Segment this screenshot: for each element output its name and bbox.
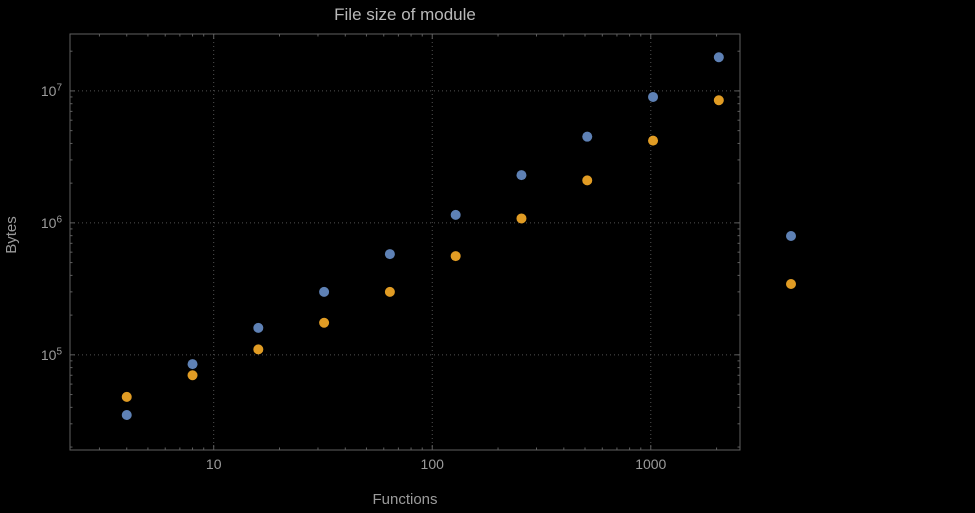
- data-point-series-2: [450, 251, 461, 262]
- data-point-series-2: [648, 135, 659, 146]
- data-point-series-2: [121, 391, 132, 402]
- y-tick-label: 105: [40, 346, 62, 363]
- data-point-series-1: [648, 91, 659, 102]
- legend-marker: [786, 231, 796, 241]
- chart-title: File size of module: [334, 5, 476, 24]
- data-point-series-1: [187, 359, 198, 370]
- data-point-series-2: [516, 213, 527, 224]
- data-point-series-1: [450, 209, 461, 220]
- data-point-series-1: [582, 131, 593, 142]
- data-point-series-1: [516, 170, 527, 181]
- x-tick-label: 1000: [635, 456, 667, 472]
- data-point-series-2: [384, 286, 395, 297]
- x-tick-label: 10: [205, 456, 222, 472]
- data-point-series-1: [121, 409, 132, 420]
- plot-frame: [69, 33, 741, 451]
- data-point-series-1: [319, 286, 330, 297]
- data-point-series-2: [187, 370, 198, 381]
- data-point-series-2: [582, 175, 593, 186]
- x-axis-label: Functions: [372, 491, 438, 508]
- data-point-series-2: [253, 344, 264, 355]
- data-point-series-2: [319, 317, 330, 328]
- data-point-series-1: [253, 322, 264, 333]
- legend-marker: [786, 279, 796, 289]
- data-point-series-1: [713, 52, 724, 63]
- y-tick-label: 106: [40, 214, 62, 231]
- y-tick-label: 107: [40, 82, 62, 99]
- x-tick-label: 100: [420, 456, 444, 472]
- data-point-series-1: [384, 249, 395, 260]
- data-point-series-2: [713, 95, 724, 106]
